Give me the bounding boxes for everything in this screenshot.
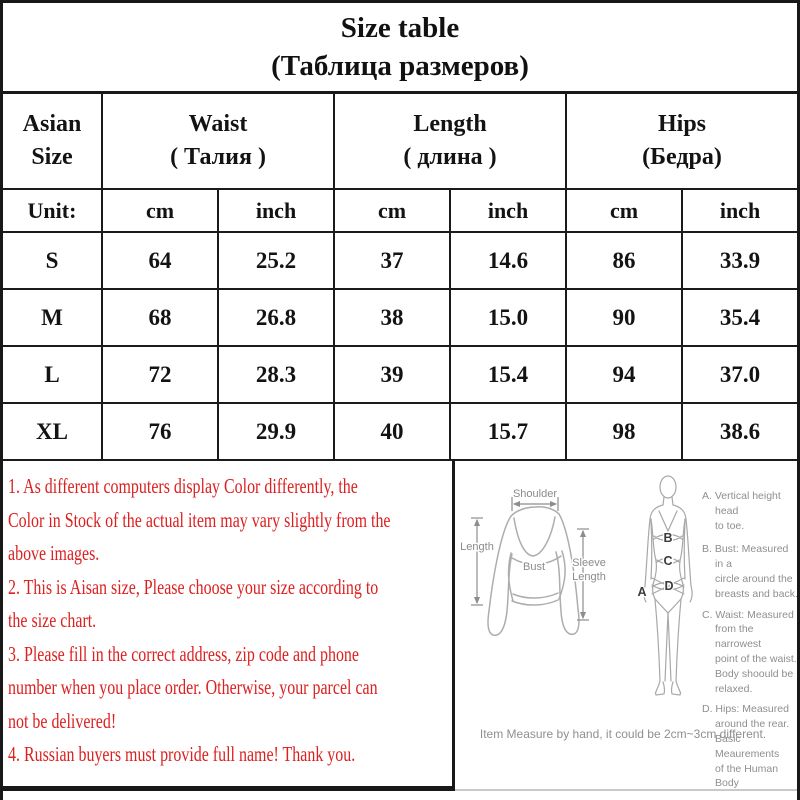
legend-item-c: C. Waist: Measured from the narrowest po… [702, 608, 797, 695]
size-cell: XL [3, 402, 103, 461]
header-waist-en: Waist [188, 111, 248, 137]
value-cell: 38 [333, 288, 452, 347]
value-cell: 90 [565, 288, 684, 347]
header-asian-size: Asian Size [3, 94, 103, 190]
bottom-section: 1. As different computers display Color … [3, 461, 797, 791]
value-cell: 94 [565, 345, 684, 404]
page-title: Size table [340, 12, 460, 44]
measure-diagram: Shoulder Length Bust Sleeve Length [455, 461, 797, 791]
unit-cell: cm [565, 188, 684, 233]
size-row-xl: XL 76 29.9 40 15.7 98 38.6 [3, 402, 797, 461]
unit-cell: inch [681, 188, 797, 233]
measure-sketch-svg: Shoulder Length Bust Sleeve Length [459, 475, 693, 696]
value-cell: 28.3 [216, 345, 336, 404]
value-cell: 25.2 [216, 231, 336, 290]
table-header-row: Asian Size Waist ( Талия ) Length ( длин… [3, 94, 797, 190]
notes-cell: 1. As different computers display Color … [3, 461, 455, 791]
value-cell: 15.4 [449, 345, 568, 404]
value-cell: 37.0 [681, 345, 797, 404]
note-2: 2. This is Aisan size, Please choose you… [8, 574, 379, 633]
marker-b: B [663, 531, 672, 545]
title-block: Size table (Таблица размеров) [3, 3, 797, 94]
garment-sketch-icon [487, 506, 580, 637]
bust-label: Bust [523, 561, 545, 573]
legend-item-b: B. Bust: Measured in a circle around the… [702, 543, 797, 600]
value-cell: 39 [333, 345, 452, 404]
header-waist: Waist ( Талия ) [100, 94, 336, 190]
value-cell: 15.7 [449, 402, 568, 461]
marker-d: D [664, 579, 673, 593]
measure-arrows [471, 497, 589, 621]
size-row-s: S 64 25.2 37 14.6 86 33.9 [3, 231, 797, 290]
note-1: 1. As different computers display Color … [8, 474, 391, 565]
header-length-en: Length [413, 111, 487, 137]
measure-caption: Item Measure by hand, it could be 2cm~3c… [479, 727, 767, 741]
legend-item-a: A. Vertical height head to toe. [702, 490, 781, 532]
value-cell: 68 [101, 288, 219, 347]
note-3: 3. Please fill in the correct address, z… [8, 641, 378, 733]
size-cell: M [3, 288, 103, 347]
value-cell: 15.0 [449, 288, 568, 347]
unit-cell: inch [449, 188, 568, 233]
value-cell: 37 [333, 231, 452, 290]
value-cell: 14.6 [449, 231, 568, 290]
value-cell: 86 [565, 231, 684, 290]
size-cell: S [3, 231, 103, 290]
header-waist-ru: ( Талия ) [170, 144, 266, 170]
seller-notes: 1. As different computers display Color … [8, 470, 452, 772]
size-row-m: M 68 26.8 38 15.0 90 35.4 [3, 288, 797, 347]
value-cell: 35.4 [681, 288, 797, 347]
header-asian-size-line2: Size [31, 144, 73, 170]
header-hips-ru: (Бедра) [642, 144, 722, 170]
measure-legend: A. Vertical height head to toe. B. Bust:… [702, 461, 797, 790]
unit-cell: cm [101, 188, 219, 233]
legend-item-d: D. Hips: Measured around the rear. Basic… [702, 703, 790, 790]
size-cell: L [3, 345, 103, 404]
length-label: Length [460, 541, 494, 553]
unit-row: Unit: cm inch cm inch cm inch [3, 188, 797, 233]
header-hips-en: Hips [658, 111, 707, 137]
value-cell: 26.8 [216, 288, 336, 347]
header-length: Length ( длина ) [333, 94, 568, 190]
header-hips: Hips (Бедра) [565, 94, 797, 190]
unit-cell: inch [216, 188, 336, 233]
marker-a: A [637, 585, 646, 599]
sleeve-length-label-line2: Length [572, 571, 606, 583]
value-cell: 98 [565, 402, 684, 461]
value-cell: 40 [333, 402, 452, 461]
value-cell: 33.9 [681, 231, 797, 290]
value-cell: 38.6 [681, 402, 797, 461]
value-cell: 72 [101, 345, 219, 404]
value-cell: 76 [101, 402, 219, 461]
value-cell: 64 [101, 231, 219, 290]
value-cell: 29.9 [216, 402, 336, 461]
body-figure-icon [643, 475, 693, 696]
size-table: Asian Size Waist ( Талия ) Length ( длин… [3, 94, 797, 461]
unit-cell: cm [333, 188, 452, 233]
shoulder-label: Shoulder [513, 488, 557, 500]
marker-c: C [663, 554, 672, 568]
page-title-russian: (Таблица размеров) [271, 50, 529, 82]
header-length-ru: ( длина ) [403, 144, 497, 170]
unit-label-cell: Unit: [3, 188, 103, 233]
note-4: 4. Russian buyers must provide full name… [8, 742, 356, 766]
sleeve-length-label-line1: Sleeve [572, 557, 606, 569]
size-row-l: L 72 28.3 39 15.4 94 37.0 [3, 345, 797, 404]
header-asian-size-line1: Asian [22, 111, 82, 137]
